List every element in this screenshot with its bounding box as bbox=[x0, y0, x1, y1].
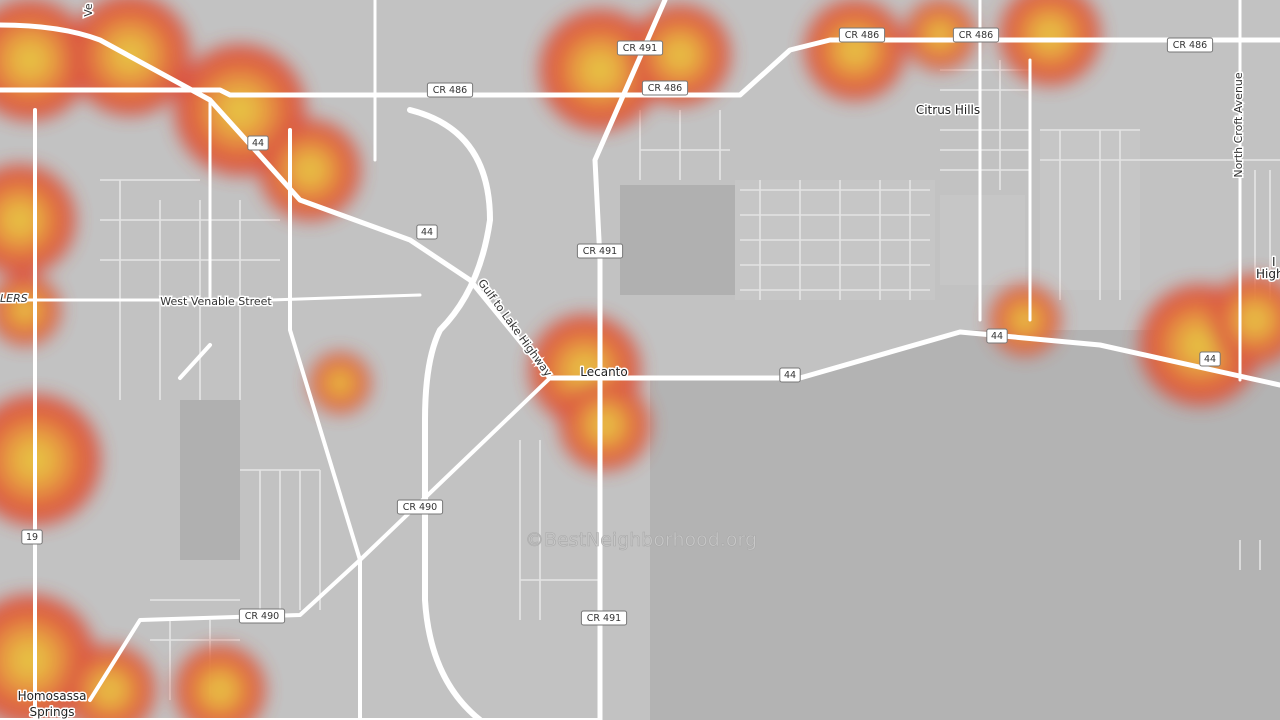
place-label: Citrus Hills bbox=[916, 103, 980, 117]
shield-label: 44 bbox=[784, 370, 796, 381]
partial-label: High bbox=[1256, 267, 1280, 281]
road-shield: 44 bbox=[1199, 351, 1221, 367]
road-shield: 44 bbox=[416, 224, 438, 240]
shield-box bbox=[1166, 37, 1214, 53]
shield-box bbox=[426, 82, 474, 98]
street-label: West Venable Street bbox=[160, 295, 272, 308]
shield-box bbox=[952, 27, 1000, 43]
road-shield: 44 bbox=[986, 328, 1008, 344]
road-shield: CR 490 bbox=[396, 499, 444, 515]
shield-box bbox=[641, 80, 689, 96]
shield-label: 19 bbox=[26, 532, 38, 543]
shield-label: CR 486 bbox=[959, 30, 993, 41]
partial-label: I bbox=[1272, 255, 1276, 269]
partial-label: Ve bbox=[82, 3, 95, 17]
road-shields: CR 491 CR 486 CR 486 CR 486 CR 486 CR 486 44 44… bbox=[21, 27, 1221, 626]
shield-box bbox=[576, 243, 624, 259]
shield-label: 44 bbox=[1204, 354, 1216, 365]
shield-box bbox=[779, 367, 801, 383]
shield-label: CR 491 bbox=[623, 43, 657, 54]
road-shield: 44 bbox=[779, 367, 801, 383]
street-label: North Croft Avenue bbox=[1232, 72, 1245, 178]
shield-box bbox=[396, 499, 444, 515]
partial-label: LERS bbox=[0, 292, 28, 305]
shield-box bbox=[247, 135, 269, 151]
shield-label: CR 486 bbox=[845, 30, 879, 41]
place-label: Homosassa bbox=[18, 689, 87, 703]
road-shield: CR 486 bbox=[952, 27, 1000, 43]
shield-label: CR 486 bbox=[648, 83, 682, 94]
road-shield: CR 486 bbox=[426, 82, 474, 98]
shield-label: CR 490 bbox=[245, 611, 279, 622]
road-shield: CR 491 bbox=[580, 610, 628, 626]
shield-box bbox=[238, 608, 286, 624]
shield-box bbox=[580, 610, 628, 626]
shield-label: 44 bbox=[421, 227, 433, 238]
road-shield: 19 bbox=[21, 529, 43, 545]
shield-label: CR 491 bbox=[583, 246, 617, 257]
shield-label: CR 486 bbox=[433, 85, 467, 96]
road-shield: CR 486 bbox=[641, 80, 689, 96]
shield-box bbox=[986, 328, 1008, 344]
shield-label: CR 486 bbox=[1173, 40, 1207, 51]
shield-box bbox=[616, 40, 664, 56]
shield-box bbox=[1199, 351, 1221, 367]
minor-roads bbox=[100, 60, 1280, 700]
shield-box bbox=[416, 224, 438, 240]
shield-box bbox=[838, 27, 886, 43]
watermark: ©BestNeighborhood.org bbox=[525, 529, 757, 551]
shield-box bbox=[21, 529, 43, 545]
road-shield: CR 491 bbox=[576, 243, 624, 259]
shield-label: CR 490 bbox=[403, 502, 437, 513]
shield-label: 44 bbox=[252, 138, 264, 149]
road-shield: CR 486 bbox=[838, 27, 886, 43]
road-shield: CR 486 bbox=[1166, 37, 1214, 53]
road-shield: CR 490 bbox=[238, 608, 286, 624]
shield-label: 44 bbox=[991, 331, 1003, 342]
place-label: Springs bbox=[30, 705, 75, 719]
place-label: Lecanto bbox=[580, 365, 627, 379]
road-shield: 44 bbox=[247, 135, 269, 151]
road-shield: CR 491 bbox=[616, 40, 664, 56]
shield-label: CR 491 bbox=[587, 613, 621, 624]
